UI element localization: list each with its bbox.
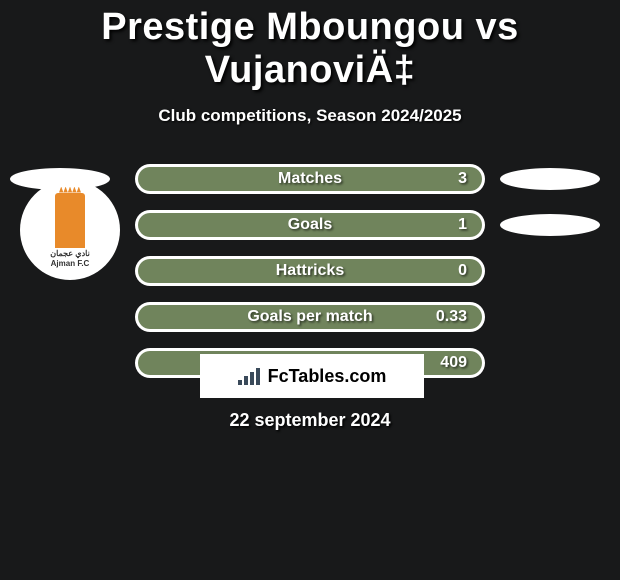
- stat-bar: Hattricks0: [135, 256, 485, 286]
- stat-value: 0.33: [436, 308, 467, 326]
- stat-value: 409: [440, 354, 467, 372]
- branding-label: FcTables.com: [268, 366, 387, 387]
- stat-value: 1: [458, 216, 467, 234]
- badge-text-ar: نادي عجمان: [50, 250, 90, 258]
- stat-value: 3: [458, 170, 467, 188]
- right-value-oval: [500, 168, 600, 190]
- page-title: Prestige Mboungou vs VujanoviÄ‡: [0, 0, 620, 92]
- left-club-badge: نادي عجمان Ajman F.C: [20, 180, 120, 280]
- infographic-root: Prestige Mboungou vs VujanoviÄ‡ Club com…: [0, 0, 620, 580]
- stat-bar: Goals per match0.33: [135, 302, 485, 332]
- badge-text-en: Ajman F.C: [51, 260, 90, 268]
- branding-box: FcTables.com: [200, 354, 424, 398]
- page-subtitle: Club competitions, Season 2024/2025: [0, 106, 620, 126]
- bar-chart-icon: [238, 367, 260, 385]
- stat-bar-fill: Hattricks0: [138, 259, 482, 283]
- stat-value: 0: [458, 262, 467, 280]
- stat-label: Goals: [138, 216, 482, 234]
- stat-row: Goals per match0.33: [0, 294, 620, 340]
- stat-bar-fill: Goals per match0.33: [138, 305, 482, 329]
- stat-bar-fill: Matches3: [138, 167, 482, 191]
- stat-bar: Matches3: [135, 164, 485, 194]
- date-text: 22 september 2024: [0, 410, 620, 431]
- tower-icon: [55, 193, 85, 248]
- stat-label: Hattricks: [138, 262, 482, 280]
- stat-label: Goals per match: [138, 308, 482, 326]
- stat-label: Matches: [138, 170, 482, 188]
- stat-bar-fill: Goals1: [138, 213, 482, 237]
- stat-bar: Goals1: [135, 210, 485, 240]
- right-value-oval: [500, 214, 600, 236]
